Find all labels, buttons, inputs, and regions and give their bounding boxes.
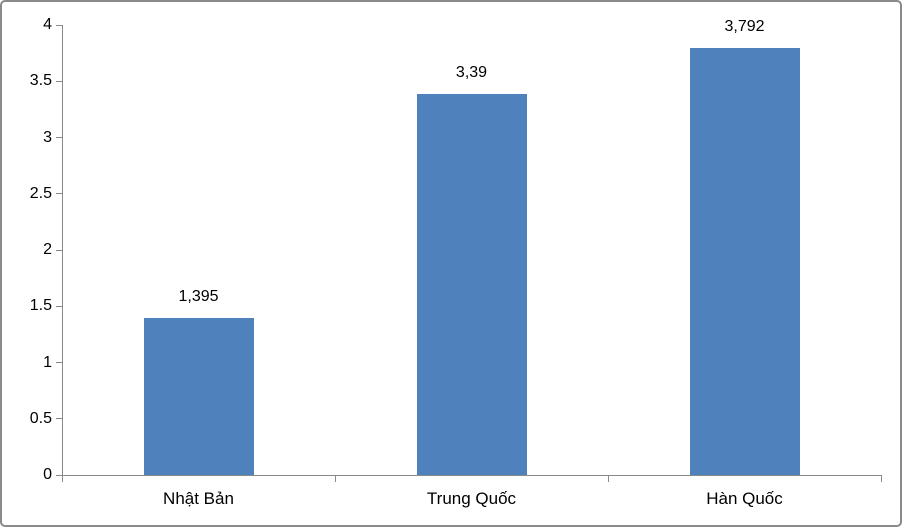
y-tick-label: 0 bbox=[43, 466, 52, 483]
bar-value-label: 1,395 bbox=[178, 288, 219, 306]
x-axis-line bbox=[62, 475, 882, 476]
x-category-label: Nhật Bản bbox=[163, 489, 234, 508]
y-tick-label: 3.5 bbox=[29, 72, 52, 90]
y-tick-label: 1.5 bbox=[29, 297, 52, 315]
y-tick-mark bbox=[56, 24, 62, 26]
y-axis-line bbox=[62, 25, 63, 475]
y-tick-mark bbox=[56, 305, 62, 307]
x-category-label: Trung Quốc bbox=[426, 489, 517, 508]
y-tick-mark bbox=[56, 418, 62, 420]
y-tick-label: 0.5 bbox=[29, 409, 52, 427]
bar bbox=[143, 318, 254, 475]
y-tick-label: 2.5 bbox=[29, 184, 52, 202]
y-tick-label: 2 bbox=[43, 241, 52, 258]
bar-value-label: 3,39 bbox=[455, 63, 488, 81]
y-tick-mark bbox=[56, 362, 62, 363]
bar bbox=[416, 93, 527, 475]
x-tick-mark bbox=[880, 476, 882, 482]
x-category-label: Hàn Quốc bbox=[706, 489, 783, 508]
x-tick-mark bbox=[607, 476, 609, 482]
y-tick-label: 3 bbox=[43, 128, 52, 146]
y-tick-mark bbox=[56, 474, 62, 476]
y-tick-mark bbox=[56, 80, 62, 82]
y-tick-mark bbox=[56, 137, 62, 138]
x-tick-mark bbox=[61, 476, 63, 482]
bar bbox=[689, 48, 800, 475]
y-tick-mark bbox=[56, 193, 62, 195]
y-tick-label: 4 bbox=[43, 16, 52, 33]
bar-value-label: 3,792 bbox=[724, 18, 765, 36]
y-tick-mark bbox=[56, 249, 62, 251]
y-tick-label: 1 bbox=[43, 353, 52, 371]
x-tick-mark bbox=[334, 476, 336, 482]
